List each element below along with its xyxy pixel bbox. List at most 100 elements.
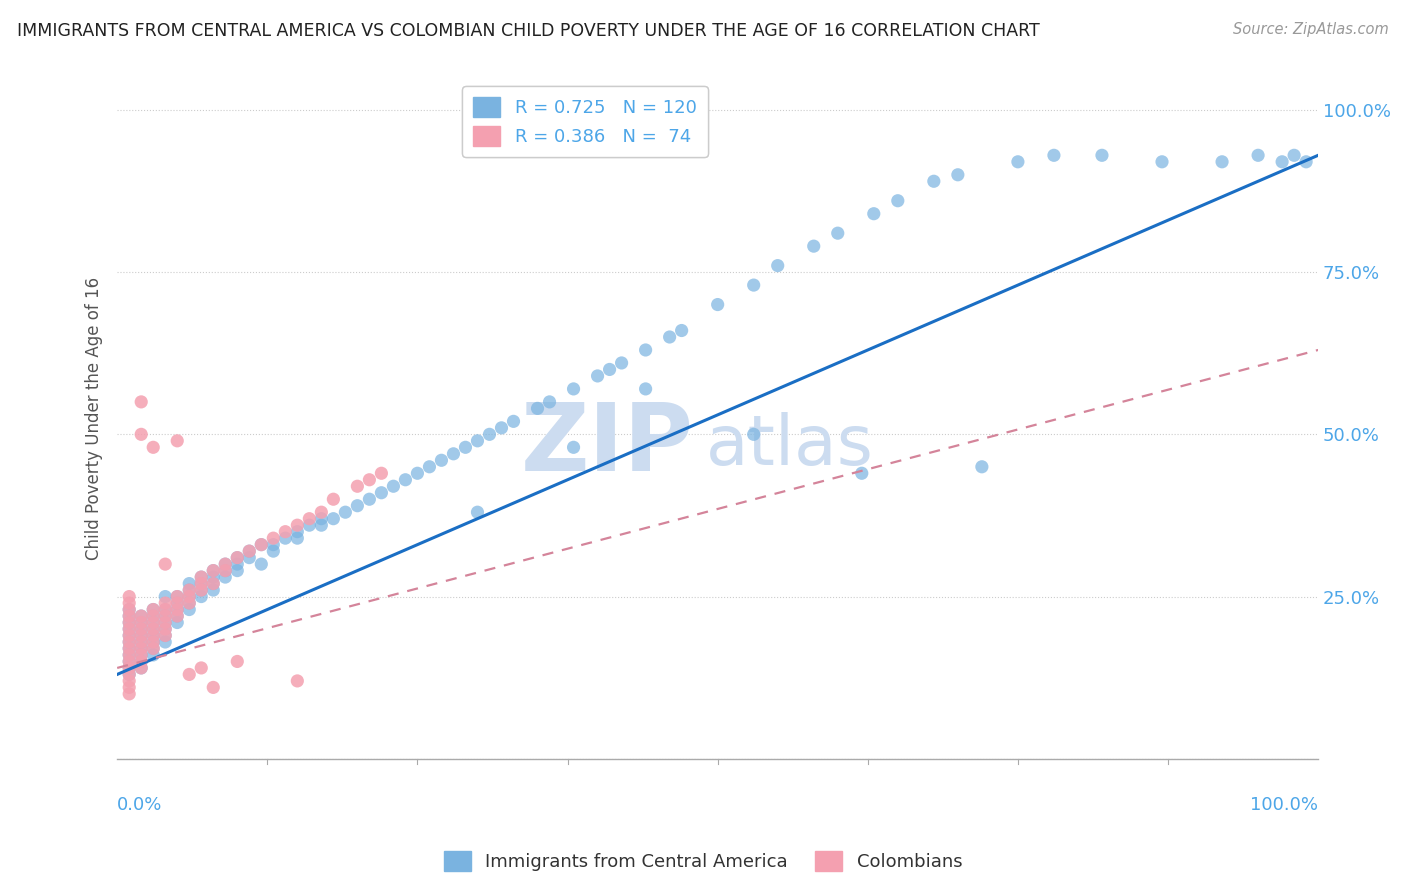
Point — [155, 622, 177, 636]
Point — [118, 602, 141, 616]
Point — [155, 622, 177, 636]
Point — [129, 661, 152, 675]
Point — [118, 615, 141, 630]
Point — [142, 440, 165, 454]
Point — [370, 485, 392, 500]
Point — [166, 596, 188, 610]
Point — [118, 602, 141, 616]
Point — [129, 395, 152, 409]
Point — [129, 655, 152, 669]
Point — [118, 661, 141, 675]
Point — [142, 635, 165, 649]
Point — [298, 518, 321, 533]
Point — [250, 557, 273, 571]
Point — [851, 467, 873, 481]
Point — [142, 615, 165, 630]
Point — [155, 602, 177, 616]
Point — [491, 421, 513, 435]
Point — [970, 459, 993, 474]
Point — [155, 615, 177, 630]
Point — [1091, 148, 1114, 162]
Point — [118, 641, 141, 656]
Point — [179, 602, 201, 616]
Point — [285, 673, 308, 688]
Point — [202, 564, 225, 578]
Point — [706, 297, 728, 311]
Point — [166, 609, 188, 624]
Point — [129, 628, 152, 642]
Point — [262, 544, 284, 558]
Point — [443, 447, 465, 461]
Point — [658, 330, 681, 344]
Point — [155, 635, 177, 649]
Point — [634, 343, 657, 357]
Point — [129, 615, 152, 630]
Point — [179, 667, 201, 681]
Point — [285, 524, 308, 539]
Point — [454, 440, 477, 454]
Point — [129, 648, 152, 662]
Point — [129, 628, 152, 642]
Point — [166, 615, 188, 630]
Point — [827, 226, 849, 240]
Point — [610, 356, 633, 370]
Point — [370, 467, 392, 481]
Point — [322, 511, 344, 525]
Point — [118, 609, 141, 624]
Point — [142, 628, 165, 642]
Point — [274, 524, 297, 539]
Y-axis label: Child Poverty Under the Age of 16: Child Poverty Under the Age of 16 — [86, 277, 103, 559]
Point — [166, 596, 188, 610]
Point — [1043, 148, 1066, 162]
Point — [190, 661, 212, 675]
Point — [129, 609, 152, 624]
Point — [298, 511, 321, 525]
Point — [359, 473, 381, 487]
Point — [922, 174, 945, 188]
Point — [129, 427, 152, 442]
Point — [394, 473, 416, 487]
Point — [803, 239, 825, 253]
Point — [262, 531, 284, 545]
Point — [179, 590, 201, 604]
Point — [502, 414, 524, 428]
Point — [129, 661, 152, 675]
Point — [118, 681, 141, 695]
Point — [142, 602, 165, 616]
Point — [359, 492, 381, 507]
Point — [238, 544, 260, 558]
Point — [214, 557, 236, 571]
Point — [478, 427, 501, 442]
Point — [155, 557, 177, 571]
Point — [155, 615, 177, 630]
Text: Source: ZipAtlas.com: Source: ZipAtlas.com — [1233, 22, 1389, 37]
Point — [742, 278, 765, 293]
Point — [118, 648, 141, 662]
Point — [166, 590, 188, 604]
Point — [142, 602, 165, 616]
Point — [142, 628, 165, 642]
Point — [238, 550, 260, 565]
Point — [671, 324, 693, 338]
Point — [226, 550, 249, 565]
Point — [311, 518, 333, 533]
Point — [1271, 154, 1294, 169]
Point — [467, 505, 489, 519]
Point — [129, 622, 152, 636]
Point — [214, 557, 236, 571]
Point — [311, 505, 333, 519]
Point — [129, 648, 152, 662]
Point — [142, 648, 165, 662]
Point — [118, 655, 141, 669]
Point — [202, 576, 225, 591]
Point — [142, 641, 165, 656]
Point — [887, 194, 910, 208]
Point — [1007, 154, 1029, 169]
Point — [129, 635, 152, 649]
Point — [285, 518, 308, 533]
Point — [179, 583, 201, 598]
Text: 0.0%: 0.0% — [117, 797, 163, 814]
Point — [586, 368, 609, 383]
Point — [467, 434, 489, 448]
Point — [129, 641, 152, 656]
